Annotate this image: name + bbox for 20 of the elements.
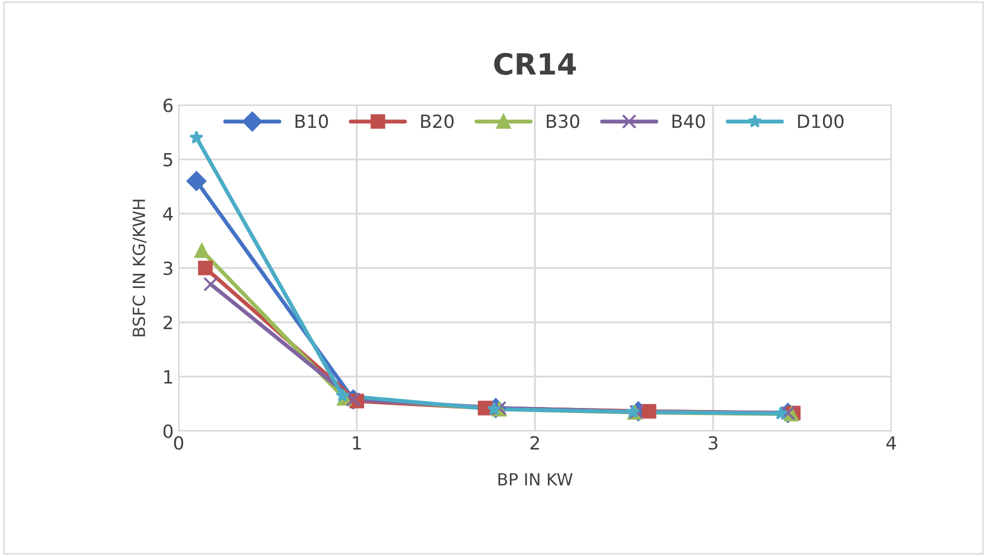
x-tick-label: 0	[174, 436, 184, 450]
y-tick-label: 5	[164, 153, 172, 167]
x-tick-label: 2	[530, 436, 539, 450]
x-tick-label: 1	[353, 436, 361, 450]
y-axis-title: BSFC IN KG/KWH	[132, 200, 146, 336]
x-axis-title: BP IN KW	[498, 473, 573, 486]
y-tick-label: 2	[164, 316, 172, 330]
legend-label: D100	[798, 114, 844, 128]
legend-label: B40	[672, 114, 705, 128]
y-tick-label: 4	[163, 207, 173, 221]
legend-label: B30	[546, 114, 580, 128]
x-tick-label: 3	[708, 436, 718, 450]
y-tick-label: 6	[164, 98, 173, 112]
y-tick-label: 3	[164, 261, 172, 276]
chart-title: CR14	[494, 52, 576, 75]
legend-label: B20	[421, 114, 454, 128]
y-tick-label: 0	[163, 424, 173, 438]
legend-label: B10	[296, 114, 328, 128]
y-tick-label: 1	[164, 370, 172, 384]
x-tick-label: 4	[886, 436, 896, 450]
